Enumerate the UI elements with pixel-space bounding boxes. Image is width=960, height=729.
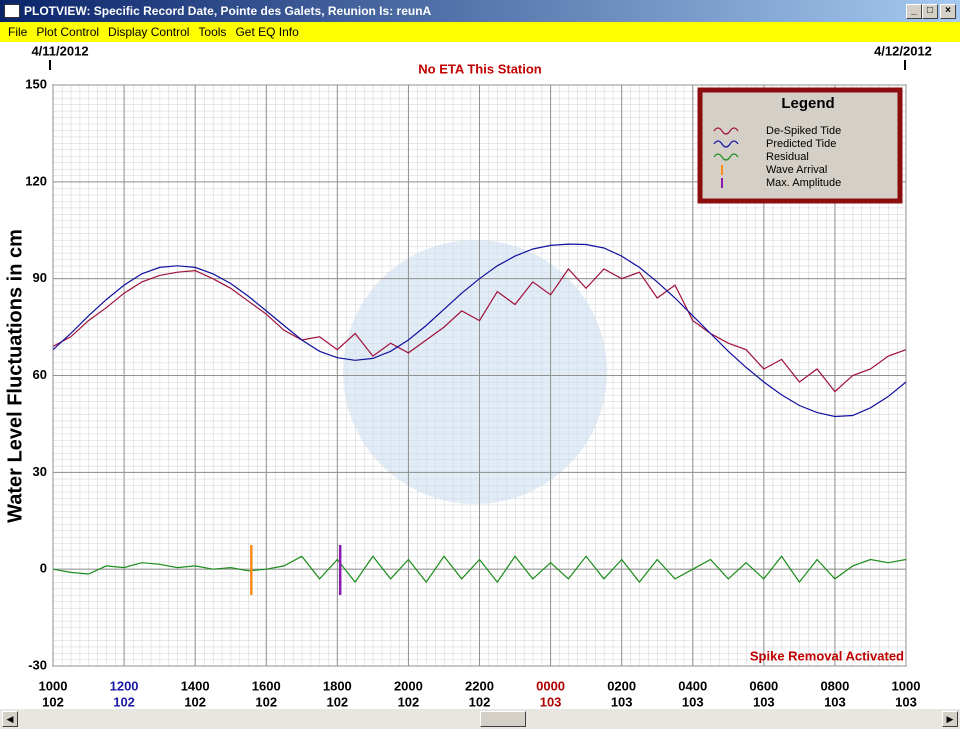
legend-label: Residual <box>766 151 809 163</box>
legend-swatch <box>713 127 739 135</box>
watermark <box>343 240 607 504</box>
app-icon <box>4 4 20 18</box>
scroll-right[interactable]: ▶ <box>942 711 958 727</box>
start-date: 4/11/2012 <box>31 43 88 58</box>
legend-label: De-Spiked Tide <box>766 125 841 137</box>
y-tick-label: 150 <box>25 76 47 91</box>
title-bar: PLOTVIEW: Specific Record Date, Pointe d… <box>0 0 960 22</box>
menu-item[interactable]: Plot Control <box>36 25 100 39</box>
x-tick-label: 0600 <box>749 678 778 693</box>
x-tick-label: 1200 <box>110 678 139 693</box>
y-tick-label: 30 <box>33 464 47 479</box>
x-tick-label: 1000 <box>892 678 921 693</box>
y-tick-label: 90 <box>33 270 47 285</box>
scroll-thumb[interactable] <box>480 711 526 727</box>
x-tick-label: 2000 <box>394 678 423 693</box>
legend-title: Legend <box>781 95 834 112</box>
menu-item[interactable]: Tools <box>198 25 227 39</box>
chart-title: No ETA This Station <box>418 61 542 76</box>
x-tick-day: 102 <box>398 694 420 709</box>
x-tick-label: 0800 <box>820 678 849 693</box>
chart: -300306090120150100010212001021400102160… <box>4 43 932 709</box>
legend-swatch <box>713 153 739 161</box>
close-button[interactable]: × <box>940 4 956 19</box>
legend-box <box>697 87 903 204</box>
window-title: PLOTVIEW: Specific Record Date, Pointe d… <box>24 4 432 18</box>
legend-label: Predicted Tide <box>766 138 836 150</box>
series-line <box>52 243 907 418</box>
x-tick-day: 103 <box>682 694 704 709</box>
x-tick-label: 0200 <box>607 678 636 693</box>
horizontal-scrollbar[interactable]: ◀ ▶ <box>0 709 960 729</box>
legend-label: Wave Arrival <box>766 164 827 176</box>
x-tick-label: 0400 <box>678 678 707 693</box>
x-tick-day: 102 <box>469 694 491 709</box>
x-tick-day: 103 <box>895 694 917 709</box>
y-tick-label: 60 <box>33 367 47 382</box>
x-tick-label: 1600 <box>252 678 281 693</box>
x-tick-day: 103 <box>824 694 846 709</box>
status-note: Spike Removal Activated <box>750 648 904 663</box>
x-tick-label: 0000 <box>536 678 565 693</box>
x-tick-day: 102 <box>326 694 348 709</box>
minimize-button[interactable]: _ <box>906 4 922 19</box>
end-date: 4/12/2012 <box>874 43 932 58</box>
scroll-left[interactable]: ◀ <box>2 711 18 727</box>
y-tick-label: 0 <box>40 561 47 576</box>
y-tick-label: -30 <box>28 657 47 672</box>
x-tick-label: 1800 <box>323 678 352 693</box>
x-tick-day: 103 <box>611 694 633 709</box>
menu-item[interactable]: Get EQ Info <box>235 25 299 39</box>
x-tick-day: 102 <box>42 694 64 709</box>
series-line <box>52 555 907 584</box>
y-axis-label: Water Level Fluctuations in cm <box>4 229 26 523</box>
legend-label: Max. Amplitude <box>766 177 841 189</box>
series-line <box>52 268 907 393</box>
x-tick-day: 102 <box>184 694 206 709</box>
x-tick-label: 1000 <box>39 678 68 693</box>
menu-item[interactable]: File <box>8 25 28 39</box>
x-tick-day: 102 <box>255 694 277 709</box>
menu-item[interactable]: Display Control <box>108 25 190 39</box>
legend-swatch <box>713 140 739 148</box>
maximize-button[interactable]: □ <box>922 4 938 19</box>
x-tick-day: 103 <box>540 694 562 709</box>
menu-bar: File Plot Control Display Control Tools Get … <box>0 22 960 42</box>
x-tick-day: 103 <box>753 694 775 709</box>
x-tick-day: 102 <box>113 694 135 709</box>
x-tick-label: 1400 <box>181 678 210 693</box>
y-tick-label: 120 <box>25 173 47 188</box>
x-tick-label: 2200 <box>465 678 494 693</box>
